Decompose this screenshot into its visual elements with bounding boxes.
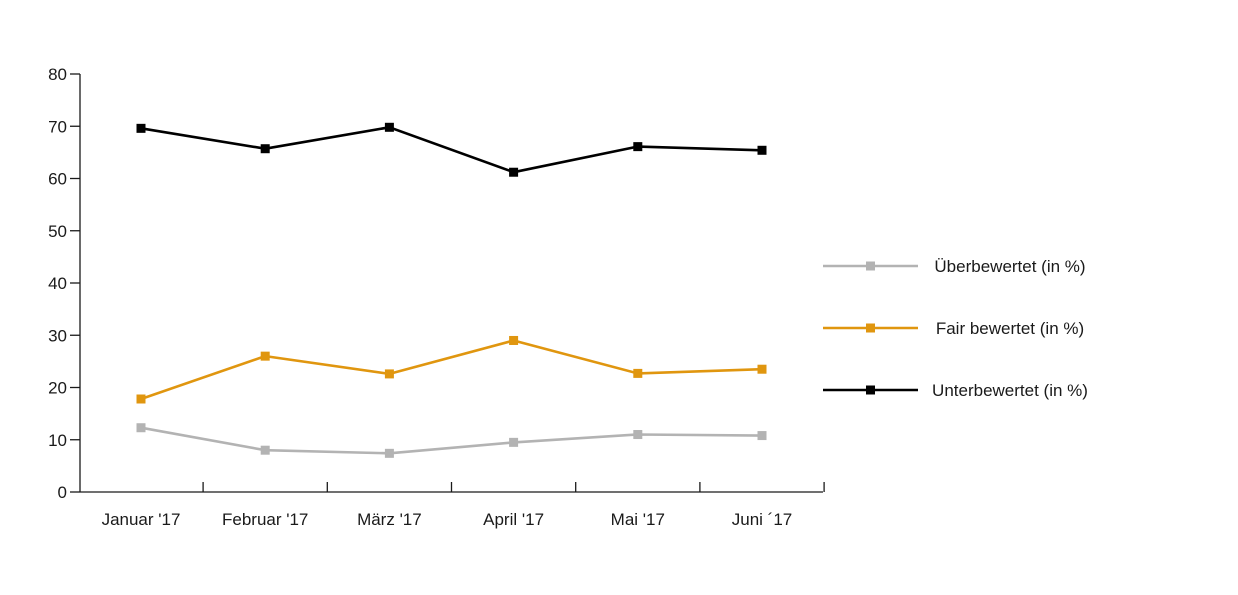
legend-marker — [866, 323, 875, 333]
x-tick-label: Januar '17 — [102, 510, 181, 529]
legend-marker — [866, 261, 875, 271]
data-point — [136, 394, 146, 404]
series-line — [140, 126, 763, 174]
data-point — [260, 445, 270, 455]
legend-label: Überbewertet (in %) — [934, 257, 1085, 276]
series-line — [140, 426, 763, 455]
x-tick-label: Juni ´17 — [732, 510, 792, 529]
y-tick-label: 80 — [48, 65, 67, 84]
y-tick-label: 0 — [58, 483, 67, 502]
legend-item: Überbewertet (in %) — [823, 257, 1086, 276]
data-point — [136, 423, 146, 433]
axes — [70, 73, 825, 493]
y-tick-label: 30 — [48, 326, 67, 345]
data-point — [260, 351, 270, 361]
legend-item: Unterbewertet (in %) — [823, 381, 1088, 400]
data-point — [384, 369, 394, 379]
y-tick-label: 20 — [48, 379, 67, 398]
series-1 — [136, 423, 767, 458]
y-tick-label: 50 — [48, 222, 67, 241]
data-point — [509, 335, 519, 345]
legend-label: Unterbewertet (in %) — [932, 381, 1088, 400]
y-tick-label: 70 — [48, 117, 67, 136]
y-tick-label: 60 — [48, 170, 67, 189]
series-line — [140, 339, 763, 401]
legend-label: Fair bewertet (in %) — [936, 319, 1084, 338]
data-point — [509, 437, 519, 447]
x-tick-label: April '17 — [483, 510, 544, 529]
y-tick-label: 40 — [48, 274, 67, 293]
series-3 — [136, 122, 767, 177]
data-point — [136, 123, 146, 133]
series-2 — [136, 335, 767, 404]
legend-marker — [866, 385, 875, 395]
data-point — [633, 142, 643, 152]
legend-item: Fair bewertet (in %) — [823, 319, 1084, 338]
x-tick-label: Mai '17 — [611, 510, 665, 529]
x-tick-label: März '17 — [357, 510, 422, 529]
data-point — [757, 431, 767, 441]
data-point — [260, 144, 270, 154]
y-tick-labels: 0 10 20 30 40 50 60 70 80 — [48, 65, 67, 502]
data-point — [509, 167, 519, 177]
data-point — [384, 448, 394, 458]
data-point — [757, 364, 767, 374]
data-point — [757, 145, 767, 155]
data-point — [633, 368, 643, 378]
x-tick-labels: Januar '17 Februar '17 März '17 April '17 Ma… — [102, 510, 793, 529]
data-point — [633, 430, 643, 440]
legend: Überbewertet (in %) Fair bewertet (in %) U… — [823, 257, 1088, 400]
series-lines — [136, 122, 767, 458]
x-tick-label: Februar '17 — [222, 510, 308, 529]
data-point — [384, 122, 394, 132]
y-tick-label: 10 — [48, 431, 67, 450]
